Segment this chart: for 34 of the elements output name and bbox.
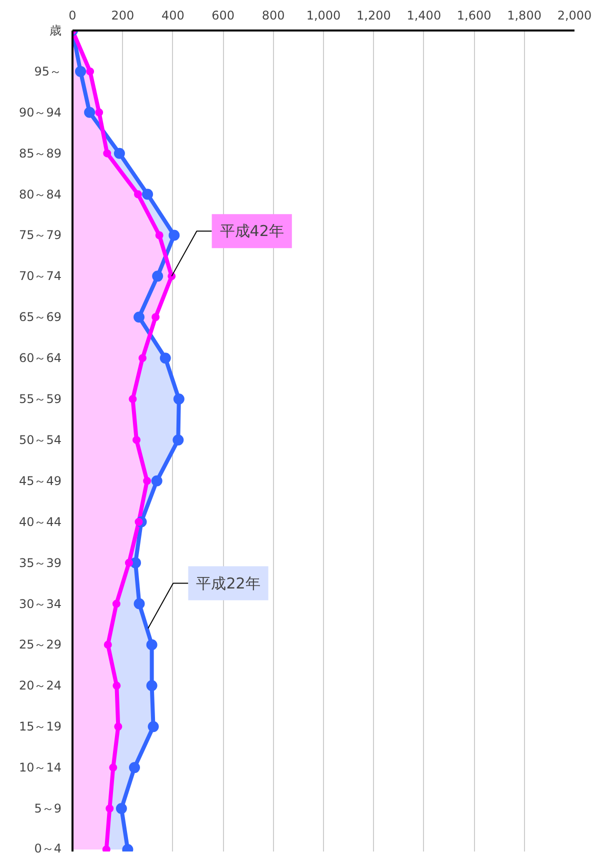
y-tick-label: 15～19 [18, 720, 62, 734]
y-tick-label: 60～64 [18, 351, 62, 366]
y-tick-label: 0～4 [34, 842, 62, 855]
y-tick-label: 45～49 [18, 474, 62, 488]
y-tick-label: 95～ [34, 64, 62, 78]
x-tick-label: 1,000 [306, 8, 341, 22]
x-tick-label: 600 [212, 8, 235, 22]
x-tick-label: 1,200 [356, 8, 391, 22]
x-tick-label: 1,400 [406, 8, 442, 22]
x-tick-label: 1,800 [507, 8, 542, 22]
y-tick-label: 30～34 [18, 596, 62, 611]
y-tick-label: 5～9 [34, 802, 62, 816]
y-tick-label: 55～59 [18, 392, 62, 406]
y-tick-label: 65～69 [18, 310, 62, 324]
y-axis-title: 歳 [50, 24, 62, 38]
y-tick-label: 40～44 [18, 514, 62, 529]
x-tick-label: 2,000 [557, 8, 592, 22]
y-tick-label: 80～84 [18, 187, 62, 202]
x-tick-label: 400 [161, 8, 184, 22]
y-tick-label: 10～14 [18, 760, 62, 775]
y-tick-label: 75～79 [18, 228, 62, 242]
y-tick-label: 90～94 [18, 105, 62, 120]
y-tick-label: 50～54 [18, 432, 62, 447]
x-tick-label: 0 [68, 8, 76, 22]
y-tick-label: 85～89 [18, 146, 62, 160]
text: 平成42年 [220, 222, 284, 240]
x-tick-label: 1,600 [456, 8, 492, 22]
y-tick-label: 70～74 [18, 269, 62, 284]
x-tick-label: 200 [111, 8, 134, 22]
y-tick-label: 20～24 [18, 678, 62, 693]
y-tick-label: 25～29 [18, 638, 62, 652]
text: 平成22年 [196, 574, 260, 592]
x-tick-label: 800 [262, 8, 285, 22]
y-tick-label: 35～39 [18, 556, 62, 570]
